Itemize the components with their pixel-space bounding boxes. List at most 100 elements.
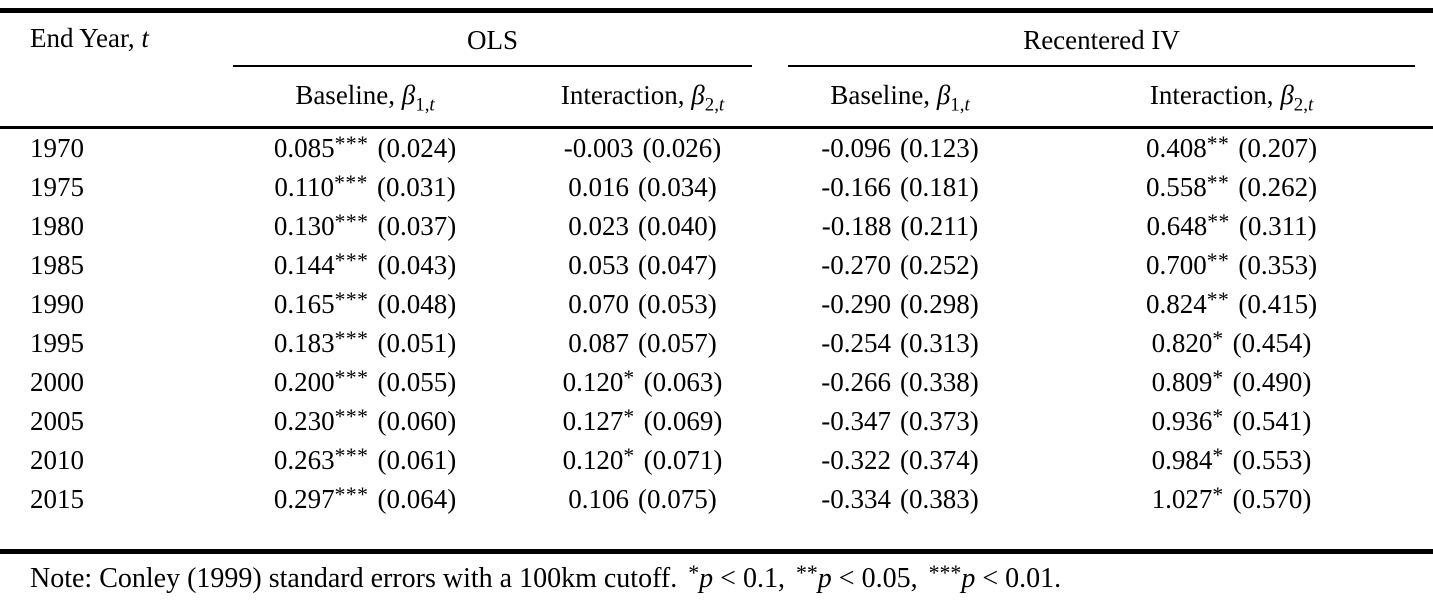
sig-level-5pct: **p < 0.05, — [795, 561, 918, 594]
ols-group-label: OLS — [467, 25, 519, 55]
estimate: 0.936 — [1151, 406, 1213, 436]
std-error: (0.373) — [900, 406, 979, 436]
significance-stars: *** — [334, 209, 369, 234]
group-header-ols: OLS — [215, 11, 770, 67]
beta-subscript-num: 2, — [704, 94, 719, 116]
iv-baseline-cell: -0.096 (0.123) — [770, 128, 1030, 169]
estimate: -0.188 — [821, 211, 892, 241]
std-error: (0.374) — [900, 445, 979, 475]
iv-baseline-cell: -0.266 (0.338) — [770, 363, 1030, 402]
iv-interaction-cell: 1.027* (0.570) — [1030, 480, 1433, 519]
year-cell: 2010 — [30, 445, 84, 475]
std-error: (0.071) — [643, 445, 723, 475]
ols-interaction-cell: 0.053 (0.047) — [515, 246, 770, 285]
std-error: (0.181) — [900, 172, 979, 202]
two-stars: ** — [795, 561, 818, 586]
year-cell: 2015 — [30, 484, 84, 514]
year-cell: 1995 — [30, 328, 84, 358]
std-error: (0.454) — [1232, 328, 1312, 358]
iv-baseline-cell: -0.290 (0.298) — [770, 285, 1030, 324]
ols-baseline-cell: 0.130*** (0.037) — [215, 207, 515, 246]
significance-stars: ** — [1206, 131, 1230, 156]
iv-baseline-cell: -0.188 (0.211) — [770, 207, 1030, 246]
significance-stars: ** — [1207, 209, 1230, 234]
p-symbol: p — [961, 563, 976, 594]
iv-interaction-cell: 0.820* (0.454) — [1030, 324, 1433, 363]
year-cell: 2000 — [30, 367, 84, 397]
p-symbol: p — [699, 563, 714, 594]
beta-symbol: β — [691, 80, 705, 110]
estimate: 0.127 — [562, 406, 624, 436]
estimate: 0.085 — [273, 133, 335, 163]
estimate: 0.408 — [1145, 133, 1207, 163]
estimate: 0.070 — [568, 289, 630, 319]
std-error: (0.541) — [1232, 406, 1312, 436]
p-symbol: p — [817, 563, 832, 594]
significance-stars: *** — [334, 443, 369, 468]
recentered-iv-spanner-rule: Recentered IV — [788, 25, 1416, 67]
estimate: 0.053 — [568, 250, 630, 280]
significance-stars: *** — [334, 248, 369, 273]
std-error: (0.061) — [377, 445, 457, 475]
table-row: 1980 0.130*** (0.037) 0.023 (0.040) -0.188… — [0, 207, 1433, 246]
iv-interaction-cell: 0.984* (0.553) — [1030, 441, 1433, 480]
ols-baseline-cell: 0.144*** (0.043) — [215, 246, 515, 285]
significance-stars: *** — [334, 326, 369, 351]
year-cell: 1980 — [30, 211, 84, 241]
estimate: 0.200 — [273, 367, 335, 397]
ols-baseline-cell: 0.183*** (0.051) — [215, 324, 515, 363]
std-error: (0.069) — [643, 406, 723, 436]
estimate: 0.087 — [568, 328, 630, 358]
std-error: (0.057) — [638, 328, 717, 358]
p-threshold: < 0.01. — [982, 563, 1062, 594]
column-header-ols-interaction: Interaction, β2,t — [515, 67, 771, 129]
significance-stars: *** — [334, 365, 369, 390]
table-row: 1970 0.085*** (0.024) -0.003 (0.026) -0.09… — [0, 128, 1433, 169]
beta-subscript-num: 1, — [415, 94, 430, 116]
iv-baseline-cell: -0.347 (0.373) — [770, 402, 1030, 441]
sig-level-10pct: *p < 0.1, — [688, 562, 785, 594]
iv-baseline-cell: -0.322 (0.374) — [770, 441, 1030, 480]
iv-interaction-cell: 0.936* (0.541) — [1030, 402, 1433, 441]
ols-interaction-cell: -0.003 (0.026) — [515, 128, 770, 169]
estimate: 0.165 — [273, 289, 335, 319]
recentered-iv-group-label: Recentered IV — [1023, 25, 1180, 55]
ols-interaction-cell: 0.016 (0.034) — [515, 168, 770, 207]
estimate: 0.297 — [273, 484, 335, 514]
estimate: 0.144 — [273, 250, 335, 280]
iv-interaction-cell: 0.700** (0.353) — [1030, 246, 1433, 285]
significance-stars: * — [1212, 326, 1224, 351]
ols-interaction-cell: 0.127* (0.069) — [515, 402, 770, 441]
three-stars: *** — [928, 561, 962, 586]
table-row: 2000 0.200*** (0.055) 0.120* (0.063) -0.26… — [0, 363, 1433, 402]
std-error: (0.043) — [377, 250, 457, 280]
iv-baseline-cell: -0.166 (0.181) — [770, 168, 1030, 207]
std-error: (0.211) — [900, 211, 979, 241]
column-header-iv-baseline: Baseline, β1,t — [770, 67, 1031, 129]
significance-stars: ** — [1206, 170, 1230, 195]
iv-interaction-cell: 0.408** (0.207) — [1030, 128, 1433, 169]
estimate: 0.984 — [1151, 445, 1213, 475]
estimate: 0.106 — [568, 484, 630, 514]
std-error: (0.207) — [1238, 133, 1318, 163]
significance-stars: * — [1212, 443, 1224, 468]
std-error: (0.060) — [377, 406, 457, 436]
estimate: 0.110 — [274, 172, 335, 202]
ols-baseline-label: Baseline, — [295, 80, 396, 110]
estimate: 0.700 — [1145, 250, 1207, 280]
significance-stars: ** — [1206, 287, 1230, 312]
column-header-ols-baseline: Baseline, β1,t — [215, 67, 515, 129]
column-header-iv-interaction: Interaction, β2,t — [1030, 67, 1433, 129]
estimate: 0.820 — [1151, 328, 1213, 358]
beta-subscript-var: t — [429, 94, 435, 116]
sig-level-1pct: ***p < 0.01. — [928, 561, 1062, 594]
iv-baseline-cell: -0.254 (0.313) — [770, 324, 1030, 363]
estimate: -0.254 — [821, 328, 892, 358]
estimate: 0.016 — [568, 172, 630, 202]
ols-baseline-cell: 0.297*** (0.064) — [215, 480, 515, 519]
ols-baseline-cell: 0.263*** (0.061) — [215, 441, 515, 480]
ols-interaction-cell: 0.070 (0.053) — [515, 285, 770, 324]
table-row: 2005 0.230*** (0.060) 0.127* (0.069) -0.34… — [0, 402, 1433, 441]
estimate: 0.120 — [562, 445, 624, 475]
